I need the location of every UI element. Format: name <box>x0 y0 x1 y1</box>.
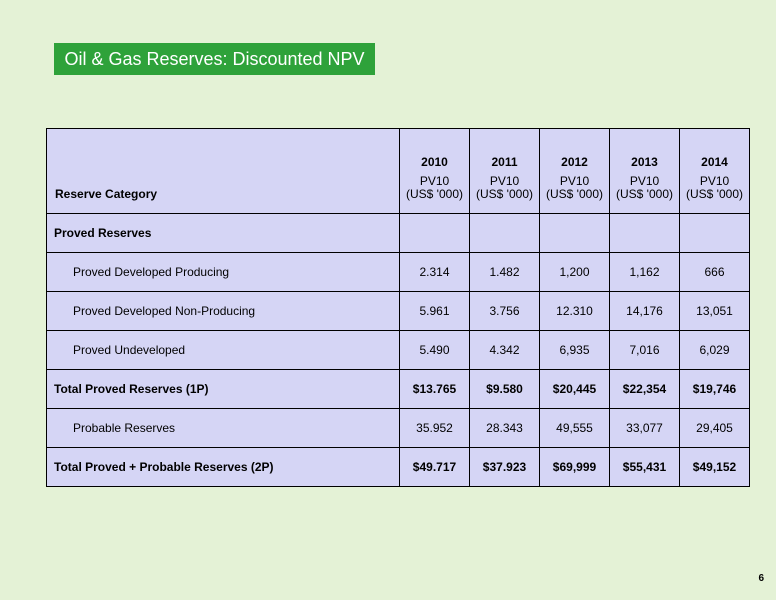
value-cell: 33,077 <box>609 408 680 448</box>
year-header: 2014 <box>679 128 750 175</box>
value-cell: 1,200 <box>539 252 610 292</box>
value-cell: 4.342 <box>469 330 540 370</box>
value-cell: 6,935 <box>539 330 610 370</box>
unit-header: PV10 (US$ '000) <box>679 174 750 214</box>
row-label: Proved Undeveloped <box>46 330 400 370</box>
value-cell: 5.961 <box>399 291 470 331</box>
value-cell: 13,051 <box>679 291 750 331</box>
value-cell: $49.717 <box>399 447 470 487</box>
row-label: Probable Reserves <box>46 408 400 448</box>
value-cell: 7,016 <box>609 330 680 370</box>
row-label: Total Proved Reserves (1P) <box>46 369 400 409</box>
empty-cell <box>469 213 540 253</box>
value-cell: 5.490 <box>399 330 470 370</box>
unit-header: PV10 (US$ '000) <box>399 174 470 214</box>
value-cell: 666 <box>679 252 750 292</box>
reserves-table: Reserve Category 2010 2011 2012 2013 201… <box>46 128 750 487</box>
section-label: Proved Reserves <box>46 213 400 253</box>
value-cell: 14,176 <box>609 291 680 331</box>
value-cell: $37.923 <box>469 447 540 487</box>
value-cell: $19,746 <box>679 369 750 409</box>
unit-header: PV10 (US$ '000) <box>609 174 680 214</box>
total-row: Total Proved + Probable Reserves (2P) $4… <box>46 447 750 487</box>
slide-title: Oil & Gas Reserves: Discounted NPV <box>54 43 375 75</box>
page-number: 6 <box>758 573 764 584</box>
empty-cell <box>679 213 750 253</box>
category-header: Reserve Category <box>46 128 400 214</box>
table-row: Proved Developed Producing 2.314 1.482 1… <box>46 252 750 292</box>
year-header: 2013 <box>609 128 680 175</box>
value-cell: 12.310 <box>539 291 610 331</box>
year-header-row: Reserve Category 2010 2011 2012 2013 201… <box>46 128 750 214</box>
year-header: 2010 <box>399 128 470 175</box>
value-cell: 3.756 <box>469 291 540 331</box>
value-cell: 28.343 <box>469 408 540 448</box>
value-cell: 35.952 <box>399 408 470 448</box>
value-cell: $22,354 <box>609 369 680 409</box>
year-header: 2011 <box>469 128 540 175</box>
unit-header: PV10 (US$ '000) <box>469 174 540 214</box>
value-cell: $49,152 <box>679 447 750 487</box>
table-row: Probable Reserves 35.952 28.343 49,555 3… <box>46 408 750 448</box>
value-cell: $13.765 <box>399 369 470 409</box>
total-row: Total Proved Reserves (1P) $13.765 $9.58… <box>46 369 750 409</box>
value-cell: 49,555 <box>539 408 610 448</box>
value-cell: 1,162 <box>609 252 680 292</box>
row-label: Proved Developed Non-Producing <box>46 291 400 331</box>
empty-cell <box>539 213 610 253</box>
empty-cell <box>609 213 680 253</box>
row-label: Proved Developed Producing <box>46 252 400 292</box>
value-cell: $20,445 <box>539 369 610 409</box>
empty-cell <box>399 213 470 253</box>
value-cell: 2.314 <box>399 252 470 292</box>
value-cell: 29,405 <box>679 408 750 448</box>
section-row-proved: Proved Reserves <box>46 213 750 253</box>
value-cell: $55,431 <box>609 447 680 487</box>
row-label: Total Proved + Probable Reserves (2P) <box>46 447 400 487</box>
unit-header: PV10 (US$ '000) <box>539 174 610 214</box>
table-row: Proved Undeveloped 5.490 4.342 6,935 7,0… <box>46 330 750 370</box>
value-cell: $9.580 <box>469 369 540 409</box>
table-row: Proved Developed Non-Producing 5.961 3.7… <box>46 291 750 331</box>
value-cell: 1.482 <box>469 252 540 292</box>
value-cell: 6,029 <box>679 330 750 370</box>
unit-header-row: PV10 (US$ '000) PV10 (US$ '000) PV10 (US$ '… <box>47 174 750 214</box>
value-cell: $69,999 <box>539 447 610 487</box>
year-header: 2012 <box>539 128 610 175</box>
